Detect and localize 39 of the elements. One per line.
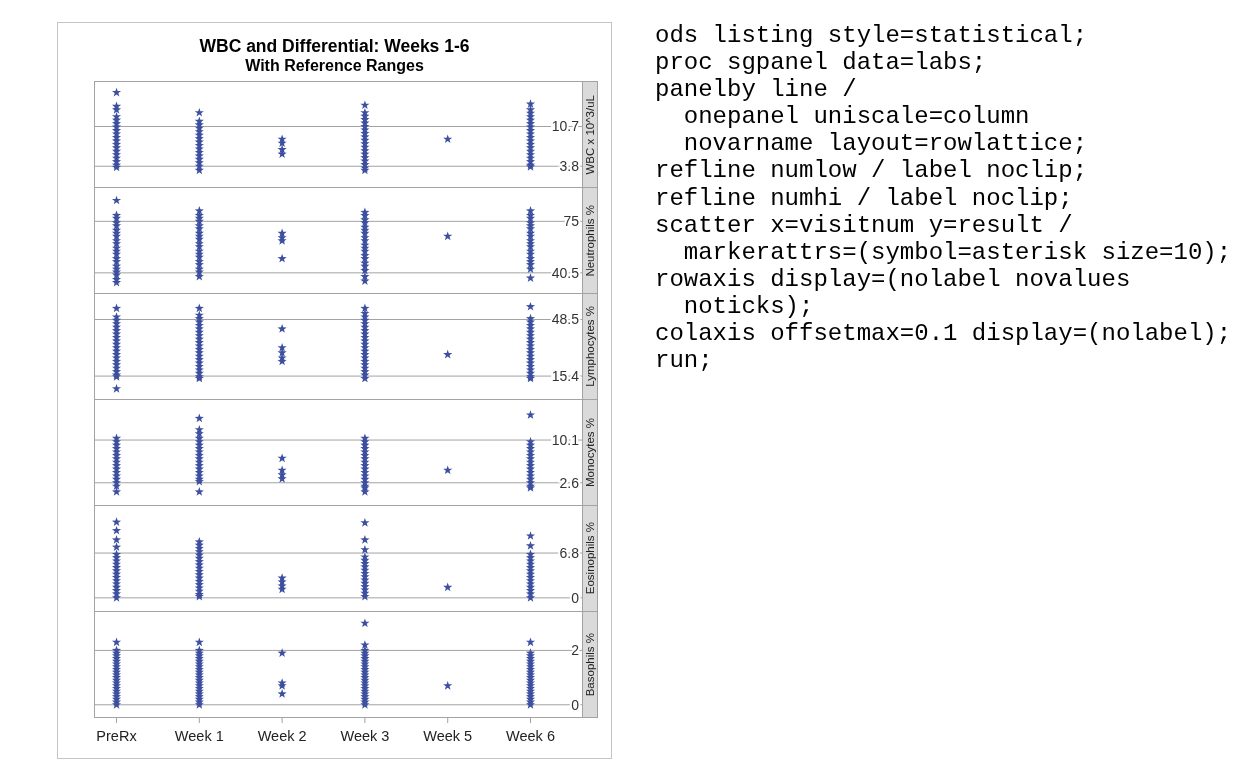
ref-line-label: 10.7 (551, 118, 580, 135)
y-axis-title: Basophils % (583, 632, 597, 697)
ref-line-label: 48.5 (551, 311, 580, 328)
y-axis-title: Lymphocytes % (583, 306, 597, 387)
ref-line-label: 75 (563, 213, 580, 230)
y-axis-title: WBC x 10^3/uL (583, 94, 597, 175)
chart-subtitle: With Reference Ranges (245, 57, 424, 74)
y-axis-title: Neutrophils % (583, 204, 597, 277)
ref-line-label: 2 (571, 642, 580, 659)
x-tick-label: Week 6 (506, 728, 555, 745)
ref-line-label: 6.8 (559, 545, 580, 562)
text: novarname layout=rowlattice; (682, 130, 1088, 158)
text: run; (655, 347, 713, 375)
ref-line-label: 2.6 (559, 474, 580, 491)
text: refline numhi / label noclip; (655, 184, 1073, 212)
ref-line-label: 0 (571, 589, 580, 606)
text: scatter x=visitnum y=result / (655, 211, 1073, 239)
text: proc sgpanel data=labs; (655, 49, 987, 77)
ref-line-label: 10.1 (551, 432, 580, 448)
y-axis-title: Monocytes % (583, 417, 597, 488)
text: refline numlow / label noclip; (655, 157, 1088, 185)
ref-line-label: 15.4 (551, 368, 580, 385)
x-tick-label: Week 5 (423, 728, 473, 745)
text: colaxis offsetmax=0.1 display=(nolabel); (655, 320, 1232, 348)
x-tick-label: PreRx (96, 728, 138, 745)
text: rowaxis display=(nolabel novalues (655, 265, 1131, 293)
y-axis-title: Eosinophils % (583, 522, 597, 595)
ref-line-label: 0 (571, 696, 580, 713)
text: markerattrs=(symbol=asterisk size=10); (682, 238, 1232, 266)
chart-title: WBC and Differential: Weeks 1-6 (199, 36, 470, 56)
ref-line-label: 3.8 (559, 158, 580, 175)
ref-line-label: 40.5 (551, 264, 580, 281)
text: panelby line / (655, 76, 857, 104)
text: ods listing style=statistical; (655, 22, 1088, 49)
text: noticks); (682, 292, 814, 320)
x-tick-label: Week 2 (257, 728, 307, 745)
x-tick-label: Week 1 (174, 728, 224, 745)
x-tick-label: Week 3 (340, 728, 390, 745)
text: onepanel uniscale=column (682, 103, 1030, 131)
